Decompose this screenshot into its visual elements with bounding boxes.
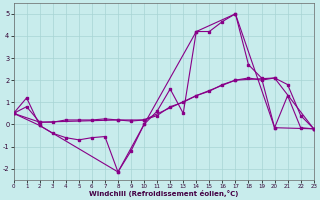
X-axis label: Windchill (Refroidissement éolien,°C): Windchill (Refroidissement éolien,°C): [89, 190, 238, 197]
